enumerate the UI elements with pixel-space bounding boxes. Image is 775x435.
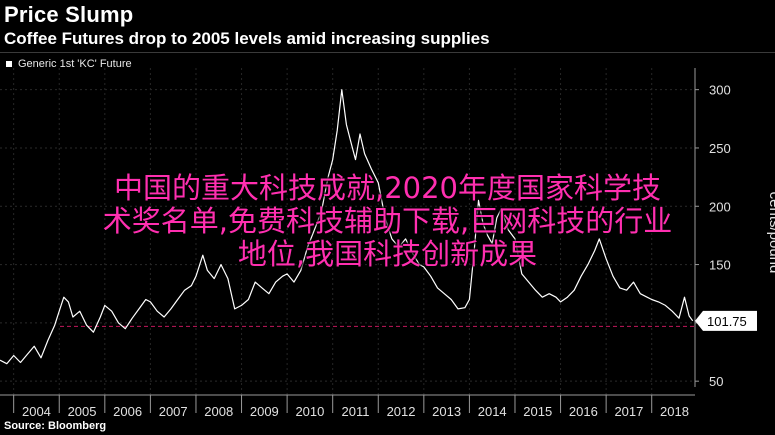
x-tick-label: 2009 bbox=[250, 404, 279, 419]
x-tick-label: 2012 bbox=[387, 404, 416, 419]
x-tick-label: 2008 bbox=[204, 404, 233, 419]
y-tick-label: 300 bbox=[709, 83, 731, 98]
last-value-tag bbox=[695, 310, 757, 331]
series-group bbox=[0, 89, 694, 365]
chart-title: Price Slump bbox=[4, 2, 134, 27]
x-tick-label: 2010 bbox=[295, 404, 324, 419]
x-tick-label: 2007 bbox=[159, 404, 188, 419]
x-axis: 2004 2005 2006 2007 2008 2009 2010 2011 2012 2013… bbox=[0, 394, 695, 419]
last-value-group: 101.75 bbox=[695, 310, 757, 331]
y-tick-label: 250 bbox=[709, 141, 731, 156]
y-tick-label: 200 bbox=[709, 199, 731, 214]
x-tick-label: 2013 bbox=[432, 404, 461, 419]
overlay-text: 中国的重大科技成就,2020年度国家科学技 术奖名单,免费科技辅助下载,巨网科技… bbox=[102, 171, 673, 271]
chart-subtitle: Coffee Futures drop to 2005 levels amid … bbox=[4, 29, 490, 48]
y-tick-label: 50 bbox=[709, 374, 723, 389]
x-tick-label: 2005 bbox=[68, 404, 97, 419]
last-value-label: 101.75 bbox=[707, 314, 747, 329]
grid-lines bbox=[0, 68, 695, 395]
x-tick-label: 2006 bbox=[113, 404, 142, 419]
y-tick-label: 150 bbox=[709, 258, 731, 273]
x-tick-label: 2017 bbox=[614, 404, 643, 419]
x-tick-label: 2011 bbox=[341, 404, 369, 419]
x-tick-label: 2004 bbox=[22, 404, 51, 419]
y-axis: 50100150200250300cents/pound bbox=[694, 68, 775, 389]
y-axis-label: cents/pound bbox=[766, 192, 775, 274]
legend-swatch bbox=[6, 61, 12, 67]
legend: Generic 1st 'KC' Future bbox=[6, 58, 132, 70]
source-note: Source: Bloomberg bbox=[4, 420, 107, 432]
x-tick-label: 2016 bbox=[569, 404, 598, 419]
x-tick-label: 2014 bbox=[478, 404, 507, 419]
header-divider bbox=[0, 52, 775, 53]
legend-label: Generic 1st 'KC' Future bbox=[18, 58, 132, 70]
x-tick-label: 2018 bbox=[660, 404, 689, 419]
x-tick-label: 2015 bbox=[523, 404, 552, 419]
series-line bbox=[0, 89, 694, 365]
